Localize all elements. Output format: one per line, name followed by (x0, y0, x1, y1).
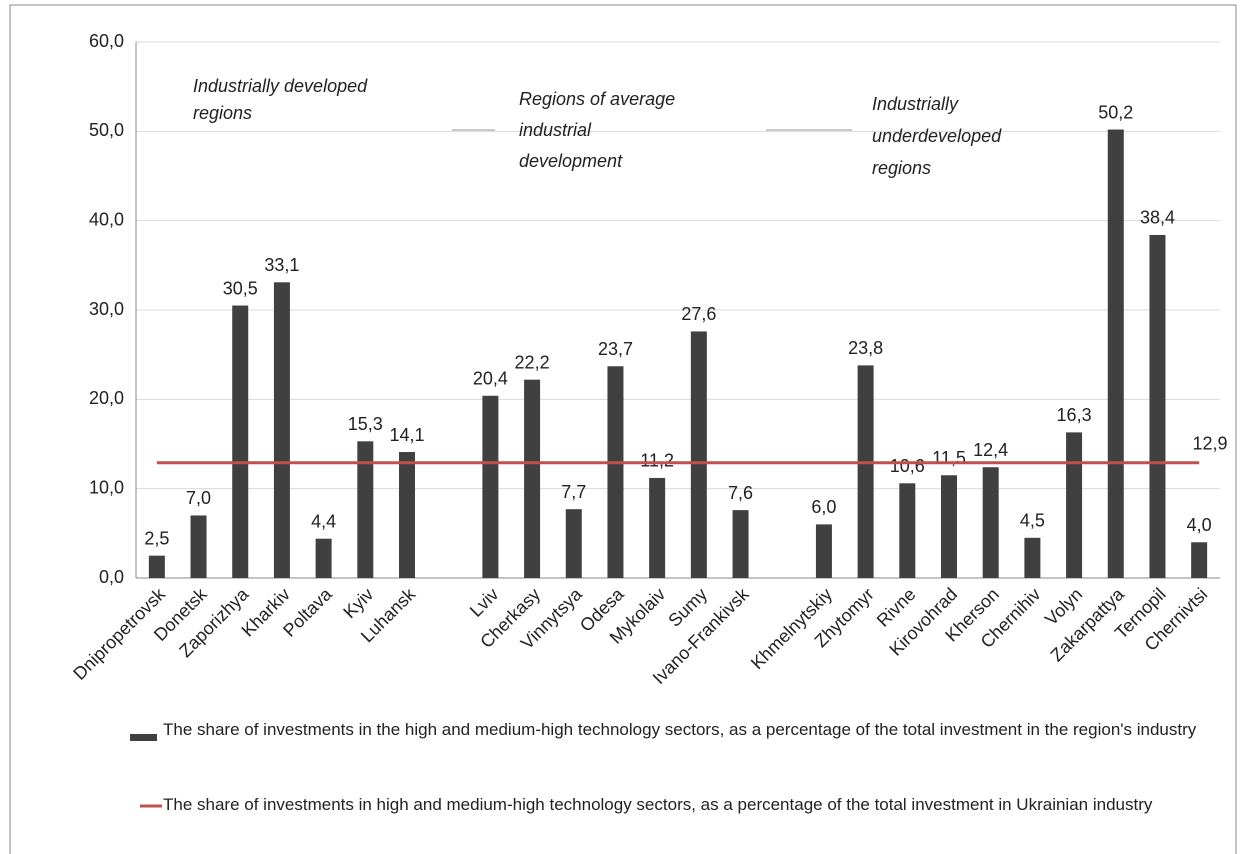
annotation: underdeveloped (872, 126, 1002, 146)
value-label: 4,0 (1187, 515, 1212, 535)
bar (565, 509, 582, 578)
x-tick-label: Lviv (466, 584, 503, 621)
value-label: 12,9 (1192, 434, 1227, 454)
value-label: 7,6 (728, 483, 753, 503)
value-label: 11,5 (932, 448, 966, 468)
annotation: Regions of average (519, 89, 675, 109)
value-label: 23,7 (598, 339, 633, 359)
bar (1107, 129, 1124, 578)
annotation: regions (193, 103, 252, 123)
bar (148, 555, 165, 578)
value-label: 20,4 (473, 369, 508, 389)
y-tick-label: 20,0 (89, 388, 124, 408)
legend-text: The share of investments in high and med… (163, 795, 1153, 814)
value-label: 14,1 (389, 425, 424, 445)
y-tick-label: 60,0 (89, 31, 124, 51)
value-label: 12,4 (973, 440, 1008, 460)
annotation: industrial (519, 120, 592, 140)
value-label: 23,8 (848, 338, 883, 358)
value-label: 4,4 (311, 511, 336, 531)
value-label: 2,5 (144, 528, 169, 548)
value-label: 30,5 (223, 278, 258, 298)
value-label: 27,6 (681, 304, 716, 324)
bar (190, 515, 207, 578)
annotation: regions (872, 158, 931, 178)
y-tick-label: 40,0 (89, 209, 124, 229)
bar (690, 331, 707, 578)
y-tick-label: 0,0 (99, 567, 124, 587)
annotation: Industrially (872, 94, 959, 114)
y-tick-label: 50,0 (89, 120, 124, 140)
bar (399, 452, 415, 578)
bar (899, 483, 916, 578)
annotation: development (519, 151, 623, 171)
bar (315, 538, 332, 578)
value-label: 7,0 (186, 488, 211, 508)
legend-swatch (130, 734, 157, 741)
bar (607, 366, 624, 578)
y-tick-label: 30,0 (89, 299, 124, 319)
value-label: 16,3 (1057, 405, 1092, 425)
bar (1149, 234, 1166, 578)
bar (732, 510, 749, 578)
value-label: 7,7 (561, 482, 586, 502)
value-label: 4,5 (1020, 511, 1045, 531)
bar (815, 524, 832, 578)
value-label: 10,6 (890, 456, 925, 476)
bar (649, 477, 666, 578)
bar (482, 395, 499, 578)
value-label: 33,1 (264, 255, 299, 275)
bar (232, 305, 249, 578)
bar (857, 365, 874, 578)
value-label: 22,2 (515, 352, 550, 372)
value-label: 38,4 (1140, 208, 1175, 228)
value-label: 50,2 (1098, 102, 1133, 122)
value-label: 11,2 (640, 451, 674, 471)
bar (941, 475, 957, 578)
value-label: 15,3 (348, 414, 383, 434)
y-tick-label: 10,0 (89, 477, 124, 497)
bar (982, 467, 999, 578)
legend-text: The share of investments in the high and… (163, 720, 1197, 739)
annotation: Industrially developed (193, 76, 368, 96)
value-label: 6,0 (811, 497, 836, 517)
bar (273, 282, 290, 578)
bar (1024, 537, 1041, 578)
bar (357, 441, 374, 578)
frame (9, 4, 1237, 854)
bar (524, 379, 541, 578)
bar (1066, 432, 1083, 578)
bar (1191, 542, 1208, 578)
